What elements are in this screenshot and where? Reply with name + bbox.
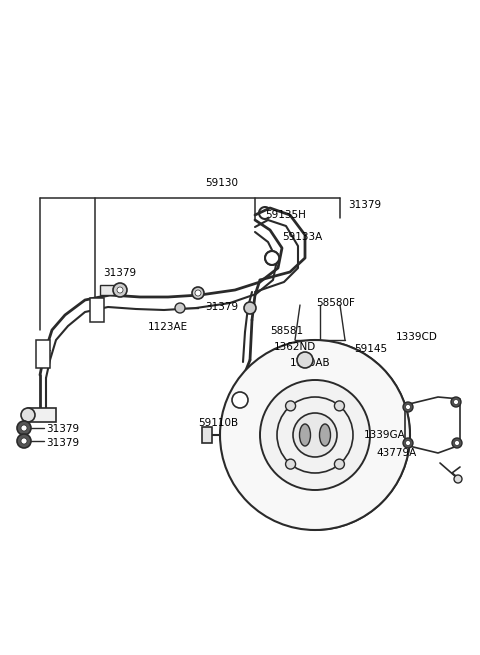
- Circle shape: [17, 421, 31, 435]
- Bar: [36, 340, 50, 368]
- Circle shape: [286, 401, 296, 411]
- Circle shape: [260, 380, 370, 490]
- Text: 43779A: 43779A: [376, 448, 416, 458]
- Circle shape: [195, 290, 201, 296]
- Circle shape: [335, 401, 345, 411]
- Circle shape: [244, 302, 256, 314]
- Text: 1339CD: 1339CD: [396, 332, 438, 342]
- Circle shape: [454, 475, 462, 483]
- Text: 59145: 59145: [354, 344, 387, 354]
- Circle shape: [403, 438, 413, 448]
- Bar: [28, 408, 56, 422]
- Ellipse shape: [320, 424, 331, 446]
- Text: 1710AB: 1710AB: [290, 358, 331, 368]
- Circle shape: [232, 392, 248, 408]
- Text: 58581: 58581: [270, 326, 303, 336]
- Circle shape: [452, 438, 462, 448]
- Text: 31379: 31379: [348, 200, 381, 210]
- Circle shape: [17, 434, 31, 448]
- Text: 59133A: 59133A: [282, 232, 322, 242]
- Text: 1123AE: 1123AE: [148, 322, 188, 332]
- Text: 58580F: 58580F: [316, 298, 355, 308]
- Ellipse shape: [300, 424, 311, 446]
- Text: 1339GA: 1339GA: [364, 430, 406, 440]
- Text: 1362ND: 1362ND: [274, 342, 316, 352]
- Circle shape: [297, 352, 313, 368]
- Circle shape: [403, 402, 413, 412]
- Text: 31379: 31379: [103, 268, 136, 278]
- Circle shape: [293, 413, 337, 457]
- Circle shape: [454, 400, 458, 405]
- Circle shape: [220, 340, 410, 530]
- Circle shape: [21, 408, 35, 422]
- Circle shape: [21, 438, 27, 444]
- Text: 59130: 59130: [205, 178, 238, 188]
- Bar: [100, 285, 118, 295]
- Circle shape: [113, 283, 127, 297]
- Bar: [90, 298, 104, 322]
- Circle shape: [21, 425, 27, 431]
- Text: 31379: 31379: [46, 424, 79, 434]
- Circle shape: [192, 287, 204, 299]
- Circle shape: [277, 397, 353, 473]
- Circle shape: [451, 397, 461, 407]
- Circle shape: [406, 405, 410, 409]
- Circle shape: [265, 251, 279, 265]
- Text: 31379: 31379: [46, 438, 79, 448]
- Text: 59135H: 59135H: [265, 210, 306, 220]
- Circle shape: [455, 441, 459, 445]
- Text: 31379: 31379: [205, 302, 238, 312]
- Text: 59110B: 59110B: [198, 418, 238, 428]
- Circle shape: [335, 459, 345, 469]
- Bar: [202, 427, 212, 443]
- Circle shape: [117, 287, 123, 293]
- Circle shape: [175, 303, 185, 313]
- Circle shape: [406, 441, 410, 445]
- Circle shape: [286, 459, 296, 469]
